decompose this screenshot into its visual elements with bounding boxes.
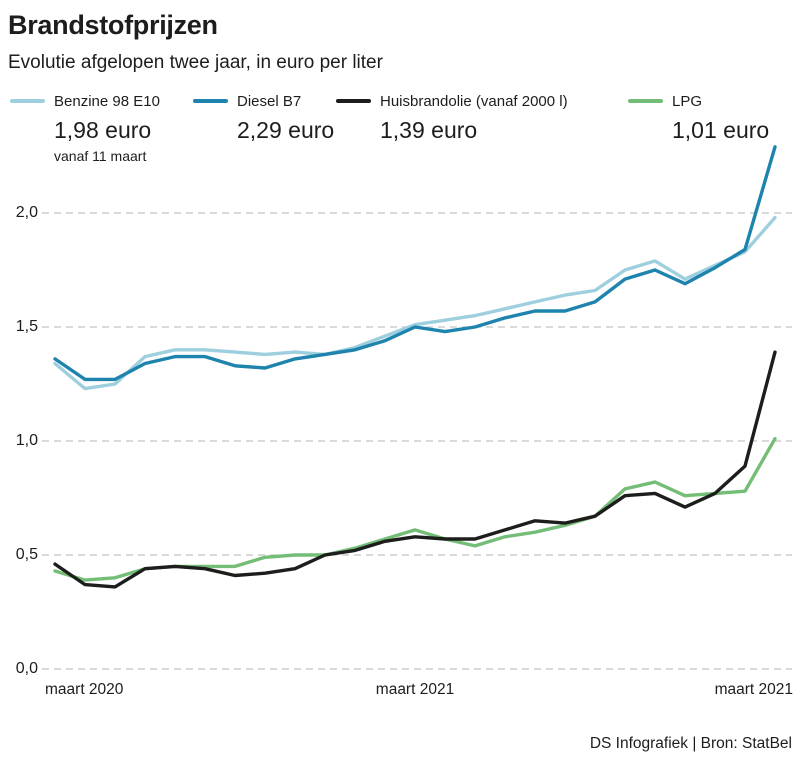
x-tick-maart-2022: maart 2021 (714, 681, 793, 698)
y-tick-label: 2,0 (15, 204, 38, 221)
page-title: Brandstofprijzen (8, 10, 218, 40)
legend-label: Benzine 98 E10 (54, 92, 160, 110)
legend-current-price: 1,98 euro (54, 117, 152, 143)
legend-item-lpg: LPG 1,01 euro (628, 92, 769, 144)
x-tick-maart-2020: maart 2020 (45, 681, 124, 698)
series-line-diesel-b7 (53, 145, 777, 382)
legend-current-price: 2,29 euro (237, 117, 335, 143)
series-line-lpg (53, 437, 777, 582)
y-tick-label: 1,5 (15, 318, 38, 335)
legend-label: Huisbrandolie (vanaf 2000 l) (380, 92, 568, 110)
benzine-line-swatch-icon (10, 99, 45, 103)
y-tick-label: 1,0 (15, 432, 38, 449)
series-line-huisbrandolie-vanaf-2000-l (53, 350, 777, 589)
source-credit: DS Infografiek | Bron: StatBel (589, 735, 792, 752)
page-subtitle: Evolutie afgelopen twee jaar, in euro pe… (8, 52, 383, 73)
legend-label: Diesel B7 (237, 92, 302, 110)
legend-current-price: 1,01 euro (672, 117, 770, 143)
lpg-line-swatch-icon (628, 99, 663, 103)
y-tick-label: 0,0 (15, 660, 38, 677)
legend-item-diesel: Diesel B7 2,29 euro (193, 92, 334, 144)
legend-note: vanaf 11 maart (54, 148, 147, 164)
legend-current-price: 1,39 euro (380, 117, 478, 143)
legend-item-benzine: Benzine 98 E10 1,98 euro vanaf 11 maart (10, 92, 160, 164)
y-tick-label: 0,5 (15, 546, 38, 563)
huisbrandolie-line-swatch-icon (336, 99, 371, 103)
legend-item-huisbrandolie: Huisbrandolie (vanaf 2000 l) 1,39 euro (336, 92, 568, 144)
diesel-line-swatch-icon (193, 99, 228, 103)
x-tick-maart-2021: maart 2021 (375, 681, 455, 698)
legend-label: LPG (672, 92, 703, 110)
series-line-benzine-98-e10 (53, 215, 777, 391)
